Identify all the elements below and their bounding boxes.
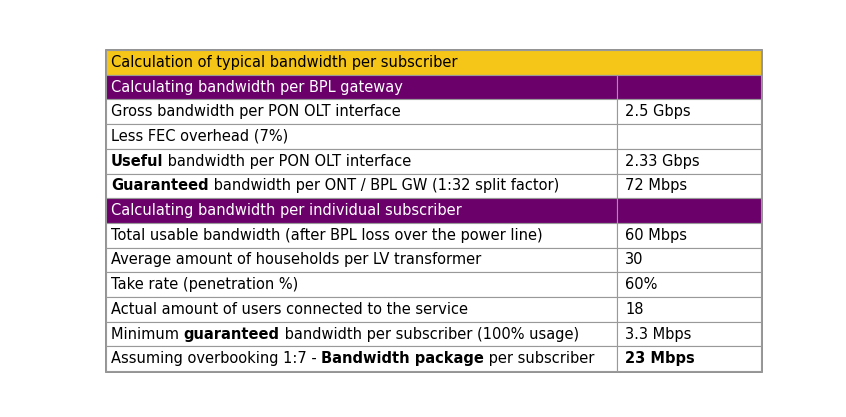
Text: Calculating bandwidth per individual subscriber: Calculating bandwidth per individual sub… <box>111 203 462 218</box>
Text: bandwidth per ONT / BPL GW (1:32 split factor): bandwidth per ONT / BPL GW (1:32 split f… <box>209 178 559 193</box>
Bar <box>106 149 618 173</box>
Text: Total usable bandwidth (after BPL loss over the power line): Total usable bandwidth (after BPL loss o… <box>111 228 542 243</box>
Text: 2.33 Gbps: 2.33 Gbps <box>625 154 700 169</box>
Text: 23 Mbps: 23 Mbps <box>625 351 695 366</box>
Bar <box>106 347 618 371</box>
Bar <box>106 124 618 149</box>
Text: guaranteed: guaranteed <box>184 327 280 342</box>
Text: bandwidth per PON OLT interface: bandwidth per PON OLT interface <box>163 154 412 169</box>
Bar <box>106 297 618 322</box>
Bar <box>106 50 761 75</box>
Bar <box>106 223 618 248</box>
Text: Minimum: Minimum <box>111 327 184 342</box>
Text: Useful: Useful <box>111 154 163 169</box>
Text: Guaranteed: Guaranteed <box>111 178 209 193</box>
Text: bandwidth per subscriber (100% usage): bandwidth per subscriber (100% usage) <box>280 327 579 342</box>
Text: 3.3 Mbps: 3.3 Mbps <box>625 327 691 342</box>
Bar <box>106 173 618 198</box>
Bar <box>618 272 761 297</box>
Text: Take rate (penetration %): Take rate (penetration %) <box>111 277 299 292</box>
Text: Assuming overbooking 1:7 -: Assuming overbooking 1:7 - <box>111 351 321 366</box>
Bar <box>106 322 618 347</box>
Bar <box>618 297 761 322</box>
Bar <box>618 124 761 149</box>
Bar <box>618 322 761 347</box>
Text: 30: 30 <box>625 252 644 267</box>
Text: Average amount of households per LV transformer: Average amount of households per LV tran… <box>111 252 481 267</box>
Bar <box>618 173 761 198</box>
Text: Bandwidth package: Bandwidth package <box>321 351 484 366</box>
Text: Calculation of typical bandwidth per subscriber: Calculation of typical bandwidth per sub… <box>111 55 458 70</box>
Text: Calculating bandwidth per BPL gateway: Calculating bandwidth per BPL gateway <box>111 80 403 95</box>
Bar <box>106 248 618 272</box>
Text: Gross bandwidth per PON OLT interface: Gross bandwidth per PON OLT interface <box>111 104 401 119</box>
Bar <box>106 198 618 223</box>
Text: 2.5 Gbps: 2.5 Gbps <box>625 104 690 119</box>
Text: 72 Mbps: 72 Mbps <box>625 178 687 193</box>
Bar <box>618 347 761 371</box>
Text: per subscriber: per subscriber <box>484 351 595 366</box>
Bar <box>618 223 761 248</box>
Bar <box>618 198 761 223</box>
Bar <box>618 149 761 173</box>
Bar <box>618 75 761 99</box>
Text: 60%: 60% <box>625 277 657 292</box>
Text: 60 Mbps: 60 Mbps <box>625 228 687 243</box>
Bar <box>106 272 618 297</box>
Bar <box>618 248 761 272</box>
Bar <box>106 99 618 124</box>
Text: Actual amount of users connected to the service: Actual amount of users connected to the … <box>111 302 468 317</box>
Bar <box>618 99 761 124</box>
Text: 18: 18 <box>625 302 644 317</box>
Text: Less FEC overhead (7%): Less FEC overhead (7%) <box>111 129 288 144</box>
Bar <box>106 75 618 99</box>
